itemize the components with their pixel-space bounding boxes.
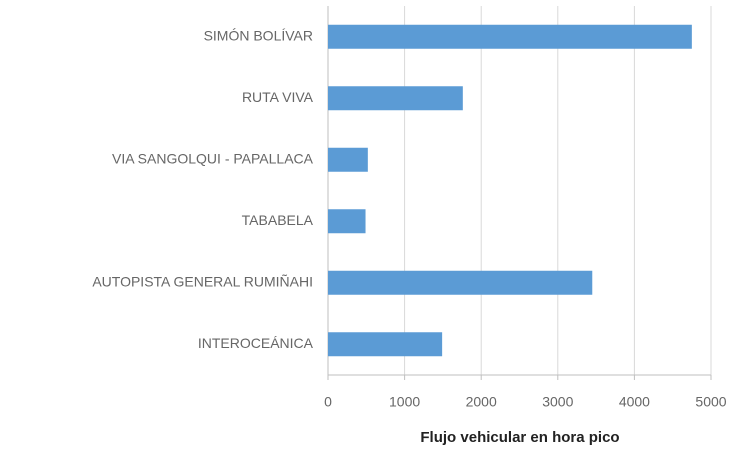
bar	[328, 209, 366, 234]
x-tick-label: 4000	[619, 394, 650, 410]
bar	[328, 86, 463, 111]
x-axis-label: Flujo vehicular en hora pico	[420, 429, 619, 446]
y-tick-label: VIA SANGOLQUI - PAPALLACA	[112, 150, 314, 166]
bar	[328, 332, 443, 357]
y-tick-label: SIMÓN BOLÍVAR	[204, 27, 313, 43]
y-tick-label: INTEROCEÁNICA	[198, 335, 314, 351]
bar	[328, 270, 593, 295]
y-tick-label: AUTOPISTA GENERAL RUMIÑAHI	[92, 273, 313, 289]
x-tick-label: 2000	[466, 394, 497, 410]
y-tick-label: TABABELA	[242, 212, 314, 228]
x-tick-label: 5000	[695, 394, 726, 410]
y-tick-label: RUTA VIVA	[242, 89, 314, 105]
x-tick-label: 0	[324, 394, 332, 410]
bar	[328, 147, 368, 172]
bar	[328, 24, 692, 49]
x-tick-label: 3000	[542, 394, 573, 410]
x-tick-label: 1000	[389, 394, 420, 410]
